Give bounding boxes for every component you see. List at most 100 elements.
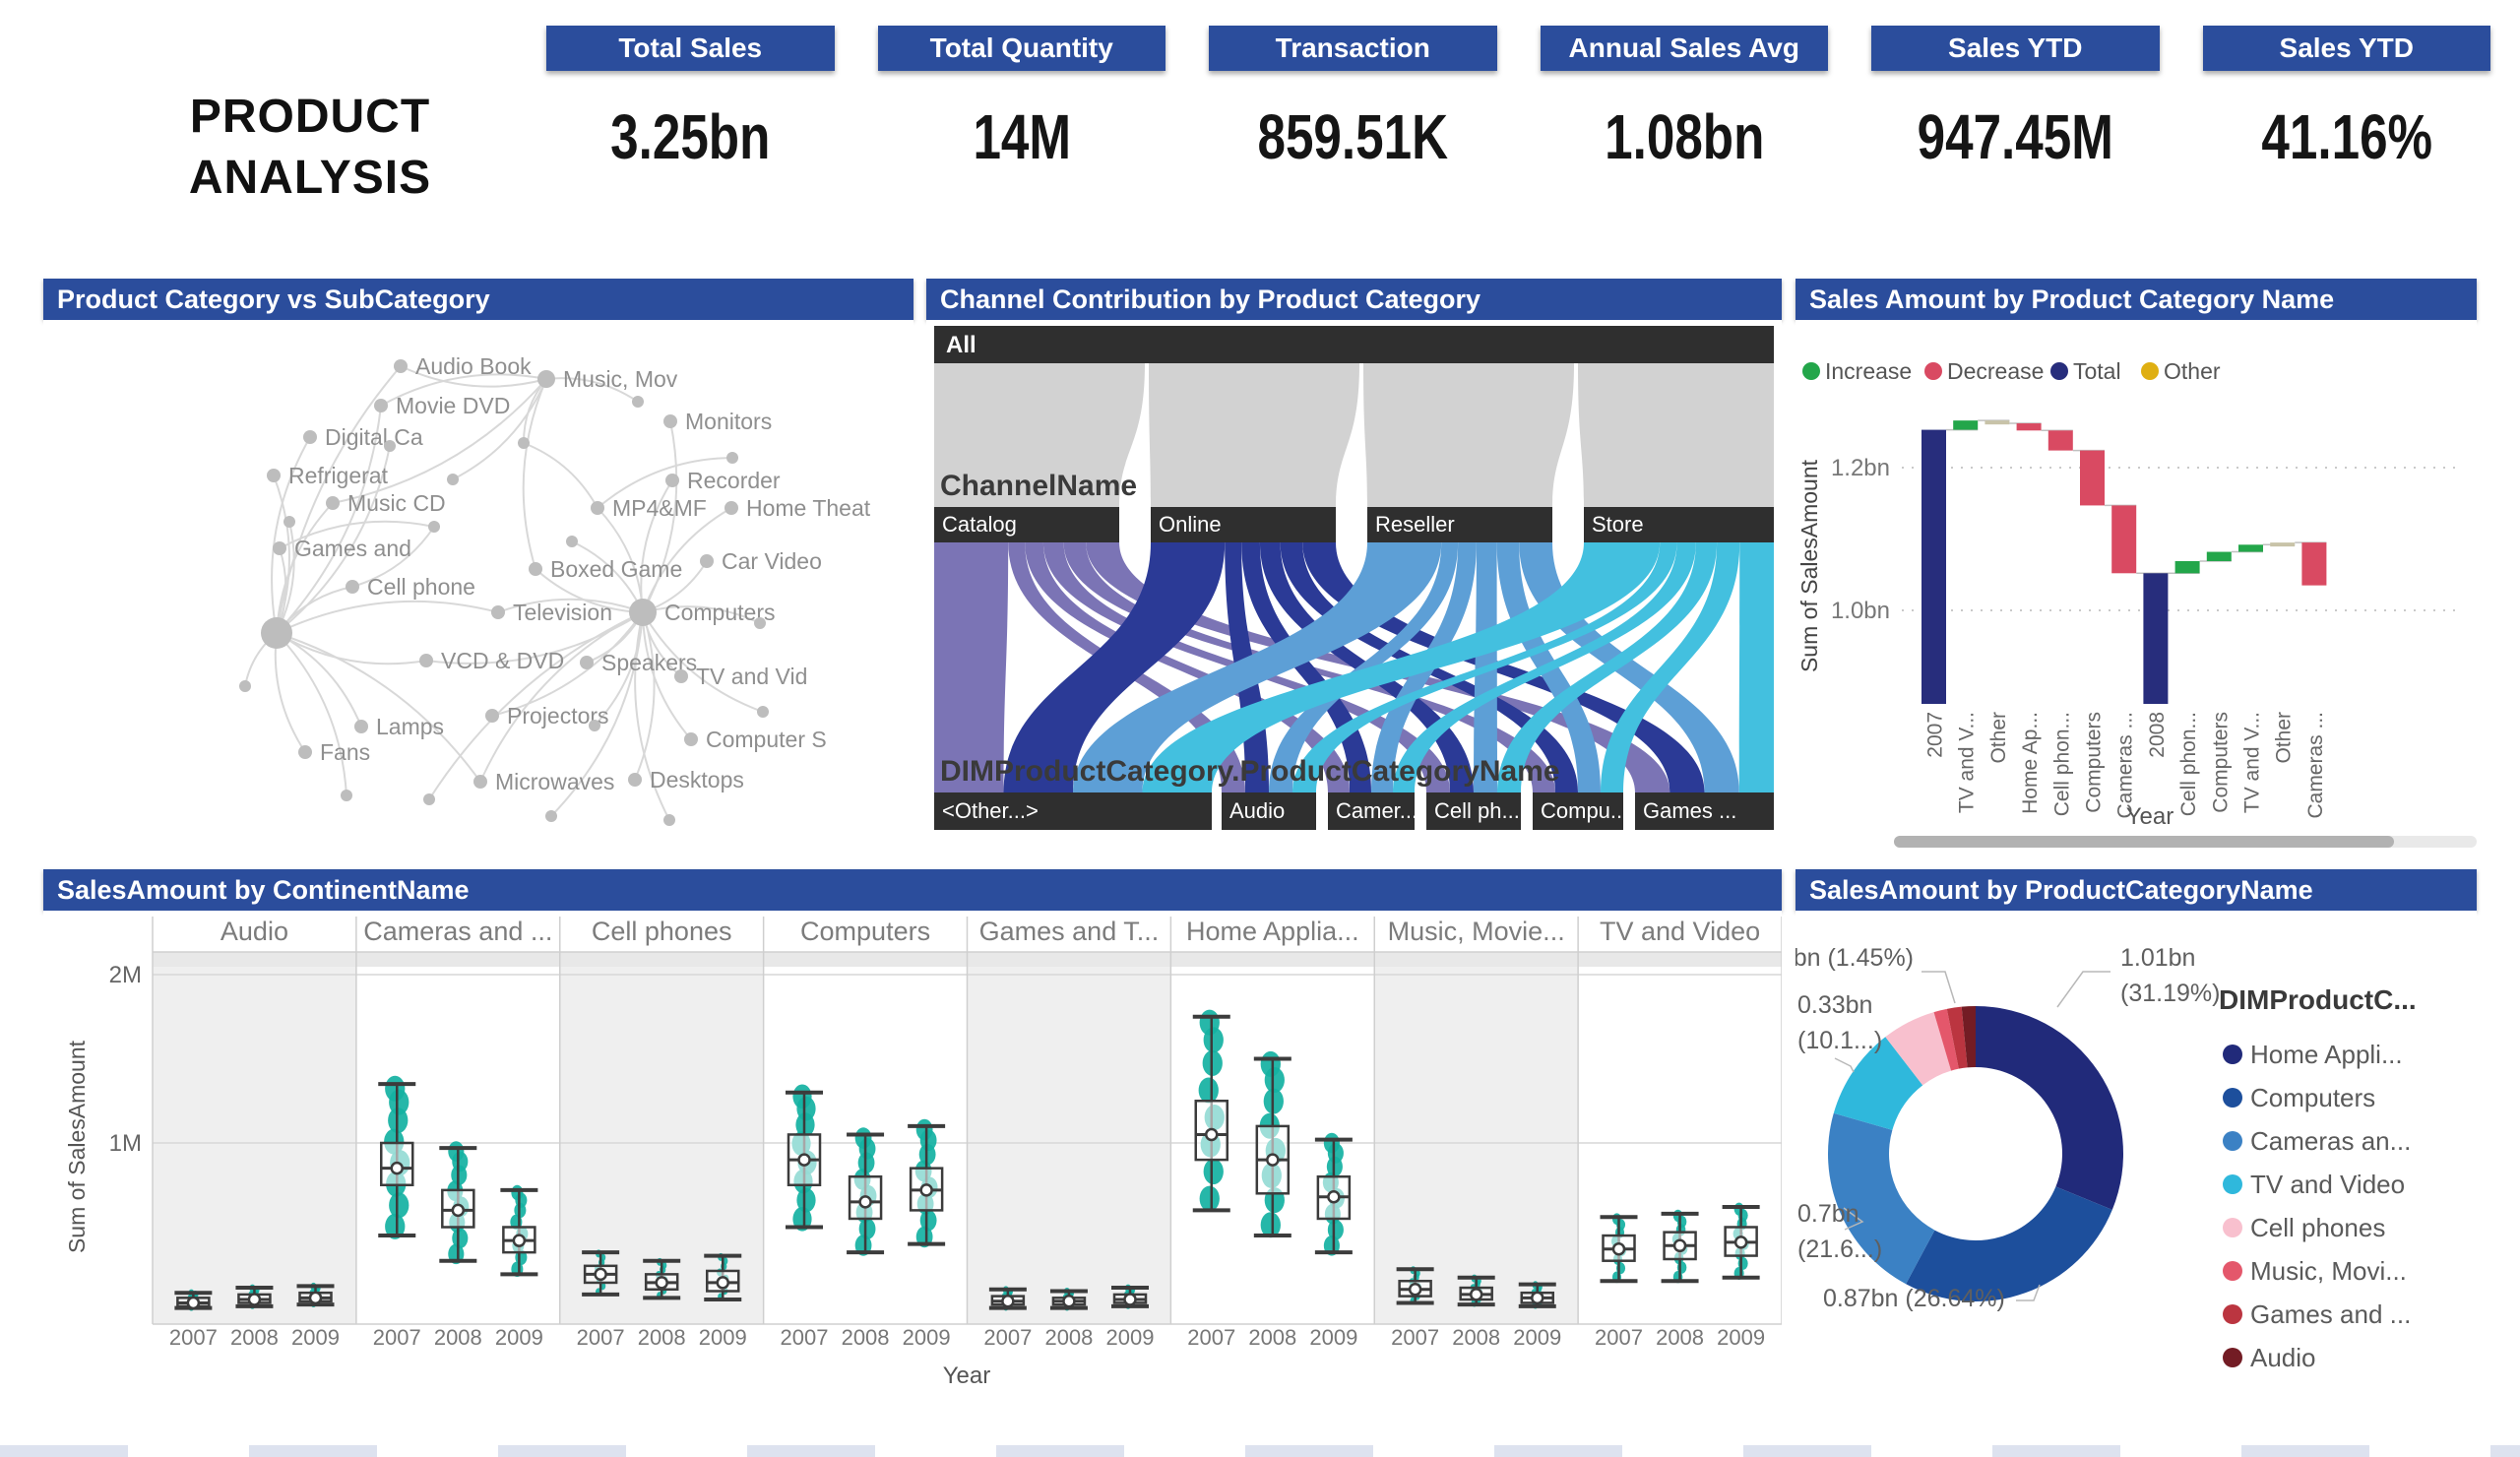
network-node[interactable] [354,720,368,733]
network-node[interactable] [491,605,505,619]
donut-slice[interactable] [1961,1006,1976,1068]
sankey-ribbon[interactable] [1302,542,1705,792]
boxplot-box[interactable] [296,1282,335,1308]
legend-label[interactable]: Home Appli... [2250,1040,2403,1069]
network-node[interactable] [423,793,435,805]
waterfall-bar[interactable] [2174,560,2200,574]
network-node[interactable] [473,775,487,789]
boxplot-box[interactable] [1722,1202,1760,1280]
legend-label[interactable]: Games and ... [2250,1299,2411,1329]
network-node[interactable] [428,521,440,533]
network-node[interactable] [665,474,679,487]
sankey-category-bar[interactable] [1222,792,1316,830]
sankey-ribbon[interactable] [1269,542,1459,792]
sankey-ribbon[interactable] [1497,542,1718,792]
boxplot-box[interactable] [1111,1284,1149,1309]
network-node[interactable] [261,617,292,649]
donut-slice[interactable] [1833,1037,1923,1130]
network-node[interactable] [591,501,604,515]
boxplot-box[interactable] [643,1257,681,1300]
legend-label[interactable]: Computers [2250,1083,2375,1112]
boxplot-box[interactable] [1314,1132,1353,1256]
sankey-category-bar[interactable] [1426,792,1521,830]
boxplot-box[interactable] [847,1127,885,1256]
legend-label[interactable]: Audio [2250,1343,2316,1372]
waterfall-bar[interactable] [2048,430,2073,451]
network-node[interactable] [663,414,677,428]
sankey-category-bar[interactable] [934,792,1212,830]
waterfall-bar[interactable] [1953,420,1979,430]
waterfall-bar[interactable] [2206,551,2232,561]
waterfall-bar[interactable] [1984,420,2010,425]
legend-label[interactable]: Music, Movi... [2250,1256,2407,1286]
boxplot-box[interactable] [1518,1281,1556,1309]
network-node[interactable] [754,617,766,629]
sankey-category-bar[interactable] [1533,792,1623,830]
boxplot-box[interactable] [582,1249,620,1297]
donut-slice[interactable] [1906,1186,2112,1301]
network-node[interactable] [298,745,312,759]
waterfall-bar[interactable] [2080,450,2105,506]
network-node[interactable] [326,496,340,510]
sankey-channel-bar[interactable] [1584,507,1774,542]
donut-slice[interactable] [1976,1006,2123,1210]
boxplot-box[interactable] [1600,1213,1638,1284]
network-node[interactable] [674,669,688,683]
boxplot-box[interactable] [988,1286,1027,1311]
legend-label[interactable]: Cameras an... [2250,1126,2411,1156]
sankey-ribbon[interactable] [1142,542,1661,792]
network-node[interactable] [628,773,642,787]
network-node[interactable] [273,541,286,555]
network-node[interactable] [726,452,738,464]
donut-slice[interactable] [1933,1008,1959,1071]
sankey-ribbon[interactable] [1292,542,1677,792]
network-node[interactable] [566,536,578,547]
sankey-ribbon[interactable] [1073,542,1442,792]
network-node[interactable] [589,720,600,731]
sankey-category-bar[interactable] [1328,792,1415,830]
donut-slice[interactable] [1885,1012,1952,1086]
network-node[interactable] [447,474,459,485]
network-node[interactable] [374,399,388,412]
network-node[interactable] [341,790,352,801]
network-node[interactable] [267,469,281,482]
network-node[interactable] [545,810,557,822]
sankey-ribbon[interactable] [1025,542,1350,792]
network-node[interactable] [529,562,542,576]
boxplot-box[interactable] [1192,1009,1230,1213]
boxplot-box[interactable] [235,1284,274,1309]
boxplot-box[interactable] [908,1118,946,1248]
network-node[interactable] [346,580,359,594]
donut-slice[interactable] [1946,1006,1968,1069]
boxplot-box[interactable] [378,1075,416,1239]
sankey-channel-bar[interactable] [1367,507,1552,542]
network-node[interactable] [384,440,396,452]
sankey-ribbon[interactable] [1601,542,1740,792]
boxplot-box[interactable] [174,1289,213,1311]
network-node[interactable] [632,396,644,408]
sankey-ribbon[interactable] [1393,542,1696,792]
legend-label[interactable]: Cell phones [2250,1213,2385,1242]
donut-slice[interactable] [1828,1112,1935,1285]
network-node[interactable] [724,501,738,515]
boxplot-box[interactable] [500,1184,538,1277]
network-node[interactable] [284,516,295,528]
network-node[interactable] [629,599,657,626]
scrollbar-thumb[interactable] [1894,836,2394,848]
network-node[interactable] [663,814,675,826]
boxplot-box[interactable] [1661,1209,1699,1284]
network-node[interactable] [303,430,317,444]
network-node[interactable] [239,680,251,692]
boxplot-box[interactable] [786,1084,823,1232]
sankey-channel-bar[interactable] [934,507,1119,542]
waterfall-bar[interactable] [2238,544,2263,552]
boxplot-box[interactable] [439,1141,477,1265]
sankey-ribbon[interactable] [1519,542,1739,792]
network-node[interactable] [700,554,714,568]
network-node[interactable] [537,370,555,388]
waterfall-bar[interactable] [2016,423,2042,431]
legend-label[interactable]: TV and Video [2250,1170,2405,1199]
boxplot-box[interactable] [1396,1266,1434,1305]
boxplot-box[interactable] [1457,1274,1495,1307]
network-node[interactable] [684,732,698,746]
